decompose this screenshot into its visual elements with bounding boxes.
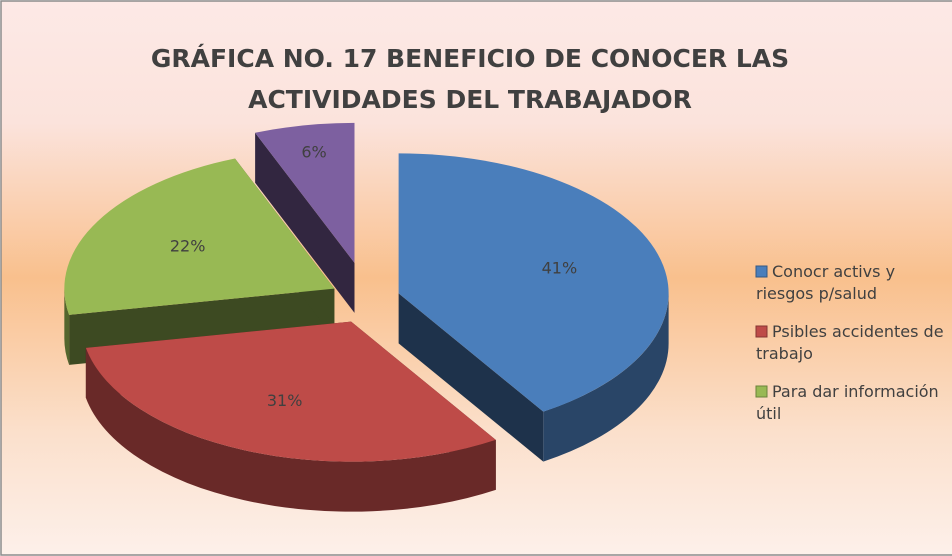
slice-side bbox=[398, 293, 544, 462]
chart-title: ACTIVIDADES DEL TRABAJADOR bbox=[248, 85, 692, 114]
slice-top bbox=[398, 153, 669, 412]
legend-marker bbox=[755, 385, 768, 398]
slice-side bbox=[255, 132, 355, 313]
legend-marker bbox=[755, 325, 768, 338]
data-label: 31% bbox=[267, 391, 303, 410]
slice-wall bbox=[64, 288, 70, 365]
legend-marker bbox=[755, 265, 768, 278]
data-label: 6% bbox=[301, 142, 326, 161]
legend-label: Para dar información útil bbox=[756, 382, 939, 423]
slice-wall bbox=[543, 293, 669, 462]
slice-top bbox=[255, 122, 355, 263]
slice-top bbox=[85, 321, 496, 462]
data-label: 22% bbox=[170, 236, 206, 255]
pie-slice bbox=[255, 122, 355, 313]
pie-slice bbox=[398, 153, 669, 462]
slice-wall bbox=[85, 347, 496, 512]
data-label: 41% bbox=[542, 259, 578, 278]
legend-label: Conocr activs y riesgos p/salud bbox=[756, 262, 895, 303]
chart-title: GRÁFICA NO. 17 BENEFICIO DE CONOCER LAS bbox=[151, 44, 789, 73]
legend-label: Psibles accidentes de trabajo bbox=[756, 322, 944, 363]
pie-slice bbox=[85, 321, 496, 512]
slice-top bbox=[64, 158, 335, 315]
